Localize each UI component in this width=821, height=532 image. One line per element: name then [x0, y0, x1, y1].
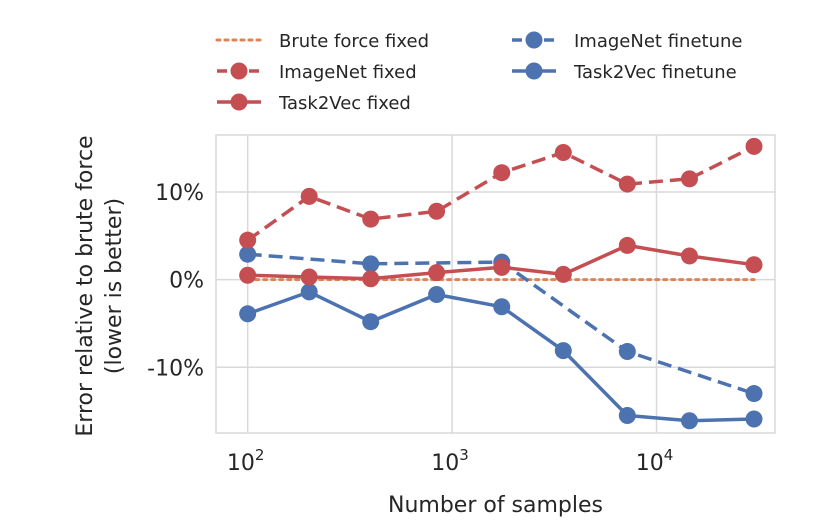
plot-frame	[215, 134, 776, 434]
point-task2vec-fixed-0	[239, 266, 257, 284]
point-task2vec-fixed-5	[554, 265, 572, 283]
point-task2vec-finetune-3	[428, 286, 446, 304]
legend-swatch-marker-imagenet-fixed	[230, 62, 248, 80]
point-task2vec-fixed-1	[300, 268, 318, 286]
legend-label-imagenet-finetune: ImageNet finetune	[574, 31, 742, 52]
x-tick-label-0: 102	[227, 446, 265, 476]
legend-swatch-marker-task2vec-finetune	[525, 62, 543, 80]
point-task2vec-finetune-6	[618, 406, 636, 424]
point-imagenet-fixed-3	[428, 202, 446, 220]
y-axis-label-line-1: Error relative to brute force	[73, 135, 98, 436]
point-imagenet-fixed-4	[493, 164, 511, 182]
legend-entry-imagenet-finetune: ImageNet finetune	[512, 31, 742, 52]
point-task2vec-fixed-4	[493, 258, 511, 276]
point-imagenet-fixed-1	[300, 187, 318, 205]
legend-entry-task2vec-fixed: Task2Vec fixed	[217, 93, 411, 114]
point-imagenet-fixed-5	[554, 144, 572, 162]
point-task2vec-fixed-2	[362, 270, 380, 288]
point-imagenet-finetune-4	[745, 385, 763, 403]
point-task2vec-finetune-5	[554, 342, 572, 360]
tick-labels: 10% 0% -10% 102 103 104	[147, 181, 673, 476]
series-imagenet-fixed	[239, 137, 763, 249]
point-imagenet-fixed-8	[745, 137, 763, 155]
point-task2vec-finetune-4	[493, 298, 511, 316]
point-imagenet-fixed-6	[618, 175, 636, 193]
point-imagenet-finetune-1	[362, 255, 380, 273]
point-task2vec-finetune-8	[745, 410, 763, 428]
y-tick-label-0: 10%	[155, 181, 204, 206]
point-task2vec-fixed-7	[680, 247, 698, 265]
legend-label-task2vec-finetune: Task2Vec finetune	[573, 62, 737, 83]
point-task2vec-fixed-8	[745, 256, 763, 274]
point-task2vec-finetune-2	[362, 313, 380, 331]
y-tick-label-1: 0%	[169, 269, 204, 294]
point-task2vec-finetune-1	[300, 283, 318, 301]
point-imagenet-fixed-2	[362, 210, 380, 228]
legend-entry-brute-force-fixed: Brute force fixed	[215, 31, 429, 52]
legend-label-task2vec-fixed: Task2Vec fixed	[278, 93, 411, 114]
x-axis-label: Number of samples	[388, 493, 603, 518]
legend-entry-imagenet-fixed: ImageNet fixed	[217, 62, 417, 83]
legend-swatch-marker-imagenet-finetune	[525, 31, 543, 49]
point-imagenet-fixed-7	[680, 170, 698, 188]
legend-entry-task2vec-finetune: Task2Vec finetune	[512, 62, 737, 83]
point-task2vec-finetune-7	[680, 412, 698, 430]
point-imagenet-fixed-0	[239, 231, 257, 249]
point-imagenet-finetune-3	[618, 342, 636, 360]
series-task2vec-finetune	[239, 283, 763, 430]
series-layer	[239, 137, 763, 430]
point-task2vec-fixed-6	[618, 236, 636, 254]
y-tick-label-2: -10%	[147, 356, 204, 381]
point-task2vec-finetune-0	[239, 305, 257, 323]
x-tick-label-2: 104	[636, 446, 674, 476]
point-imagenet-finetune-0	[239, 245, 257, 263]
y-axis-label-line-2: (lower is better)	[102, 198, 127, 374]
legend-label-imagenet-fixed: ImageNet fixed	[279, 62, 417, 83]
series-task2vec-fixed	[239, 236, 763, 288]
legend-label-brute-force-fixed: Brute force fixed	[279, 31, 429, 52]
y-axis-label: Error relative to brute force (lower is b…	[73, 135, 127, 436]
legend: Brute force fixed ImageNet fixed Task2Vec …	[215, 31, 742, 114]
legend-swatch-marker-task2vec-fixed	[230, 93, 248, 111]
x-tick-label-1: 103	[431, 446, 469, 476]
point-task2vec-fixed-3	[428, 264, 446, 282]
